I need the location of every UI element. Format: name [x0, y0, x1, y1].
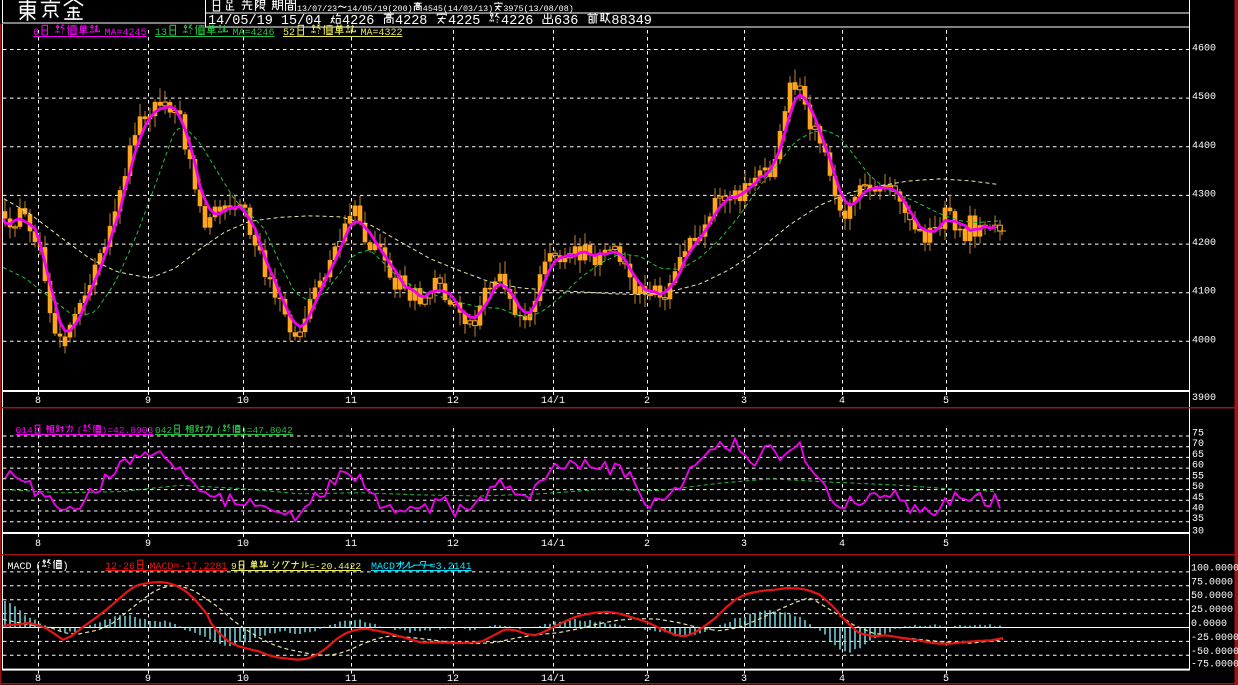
svg-text:4: 4 [839, 396, 845, 407]
svg-text:MA=4245: MA=4245 [105, 28, 147, 39]
svg-text:13: 13 [155, 28, 167, 39]
svg-text:3: 3 [741, 396, 747, 407]
svg-text:(: ( [216, 425, 222, 436]
svg-text:MACD=-17.2281: MACD=-17.2281 [150, 562, 228, 573]
svg-text:11: 11 [345, 674, 357, 685]
svg-text:MA=4246: MA=4246 [233, 28, 275, 39]
svg-text:4: 4 [839, 674, 845, 685]
svg-text:4545(14/03/13): 4545(14/03/13) [423, 4, 493, 14]
svg-text:4100: 4100 [1192, 287, 1216, 298]
svg-text:13/07/23: 13/07/23 [297, 4, 337, 14]
svg-text:5: 5 [943, 396, 949, 407]
svg-text:30: 30 [1192, 526, 1204, 537]
svg-text:8: 8 [35, 674, 41, 685]
svg-text:5: 5 [943, 539, 949, 550]
svg-text:9: 9 [231, 561, 237, 572]
svg-text:12: 12 [447, 539, 459, 550]
svg-text:75.0000: 75.0000 [1191, 577, 1233, 588]
svg-text:)=42.8903: )=42.8903 [102, 425, 154, 436]
svg-text:50: 50 [1192, 482, 1204, 493]
svg-text:9: 9 [145, 396, 151, 407]
svg-text:3: 3 [741, 674, 747, 685]
svg-text:15/04: 15/04 [281, 14, 322, 29]
svg-text:9: 9 [145, 539, 151, 550]
svg-text:4300: 4300 [1192, 189, 1216, 200]
svg-text:014: 014 [16, 425, 34, 436]
svg-text:14/05/19(200): 14/05/19(200) [347, 4, 412, 14]
svg-text:MA=4322: MA=4322 [361, 28, 403, 39]
svg-text:14/1: 14/1 [541, 395, 565, 407]
svg-text:2: 2 [644, 396, 650, 407]
svg-text:5: 5 [943, 674, 949, 685]
svg-text:MACD: MACD [8, 562, 32, 573]
svg-text:0.0000: 0.0000 [1191, 619, 1227, 630]
svg-text:=-20.4422: =-20.4422 [309, 561, 361, 572]
svg-text:100.0000: 100.0000 [1191, 563, 1238, 574]
svg-text:4226: 4226 [501, 14, 533, 29]
svg-text:12: 12 [447, 674, 459, 685]
svg-text:4226: 4226 [342, 14, 374, 29]
svg-text:4500: 4500 [1192, 92, 1216, 103]
svg-text:10: 10 [237, 396, 249, 407]
svg-text:4200: 4200 [1192, 238, 1216, 249]
svg-text:12-26: 12-26 [105, 562, 135, 573]
svg-text:2: 2 [644, 674, 650, 685]
svg-text:14/1: 14/1 [541, 538, 565, 550]
svg-text:6: 6 [33, 28, 39, 39]
svg-text:4: 4 [839, 539, 845, 550]
svg-text:8: 8 [35, 396, 41, 407]
svg-text:25.0000: 25.0000 [1191, 605, 1233, 616]
svg-text:(: ( [77, 425, 83, 436]
svg-text:60: 60 [1192, 461, 1204, 472]
svg-text:35: 35 [1192, 514, 1204, 525]
svg-text:14/1: 14/1 [541, 673, 565, 685]
svg-text:55: 55 [1192, 471, 1204, 482]
svg-text:40: 40 [1192, 504, 1204, 515]
svg-text:2: 2 [644, 539, 650, 550]
svg-text:70: 70 [1192, 439, 1204, 450]
svg-text:10: 10 [237, 674, 249, 685]
svg-text:042: 042 [155, 425, 173, 436]
svg-text:12: 12 [447, 396, 459, 407]
svg-text:52: 52 [283, 28, 295, 39]
svg-text:11: 11 [345, 396, 357, 407]
svg-text:=3.2141: =3.2141 [430, 562, 472, 573]
svg-text:3: 3 [741, 539, 747, 550]
svg-text:8: 8 [35, 539, 41, 550]
svg-text:11: 11 [345, 539, 357, 550]
svg-text:75: 75 [1192, 429, 1204, 440]
svg-text:4228: 4228 [395, 14, 427, 29]
svg-text:-75.0000: -75.0000 [1191, 660, 1238, 671]
svg-text:50.0000: 50.0000 [1191, 591, 1233, 602]
svg-text:3975(13/08/08): 3975(13/08/08) [503, 4, 573, 14]
svg-text:MACD: MACD [371, 562, 395, 573]
svg-text:9: 9 [145, 674, 151, 685]
svg-text:10: 10 [237, 539, 249, 550]
svg-text:88349: 88349 [611, 14, 652, 29]
svg-text:4600: 4600 [1192, 44, 1216, 55]
svg-text:3900: 3900 [1192, 393, 1216, 404]
svg-text:)=47.8042: )=47.8042 [241, 425, 293, 436]
svg-text:4225: 4225 [448, 14, 480, 29]
svg-text:65: 65 [1192, 450, 1204, 461]
svg-text:14/05/19: 14/05/19 [208, 14, 273, 29]
svg-text:636: 636 [554, 14, 578, 29]
svg-text:4400: 4400 [1192, 141, 1216, 152]
svg-text:4000: 4000 [1192, 335, 1216, 346]
svg-text:-50.0000: -50.0000 [1191, 647, 1238, 658]
svg-text:45: 45 [1192, 493, 1204, 504]
svg-text:): ) [63, 561, 69, 573]
svg-text:-25.0000: -25.0000 [1191, 633, 1238, 644]
svg-text:(: ( [36, 561, 42, 573]
